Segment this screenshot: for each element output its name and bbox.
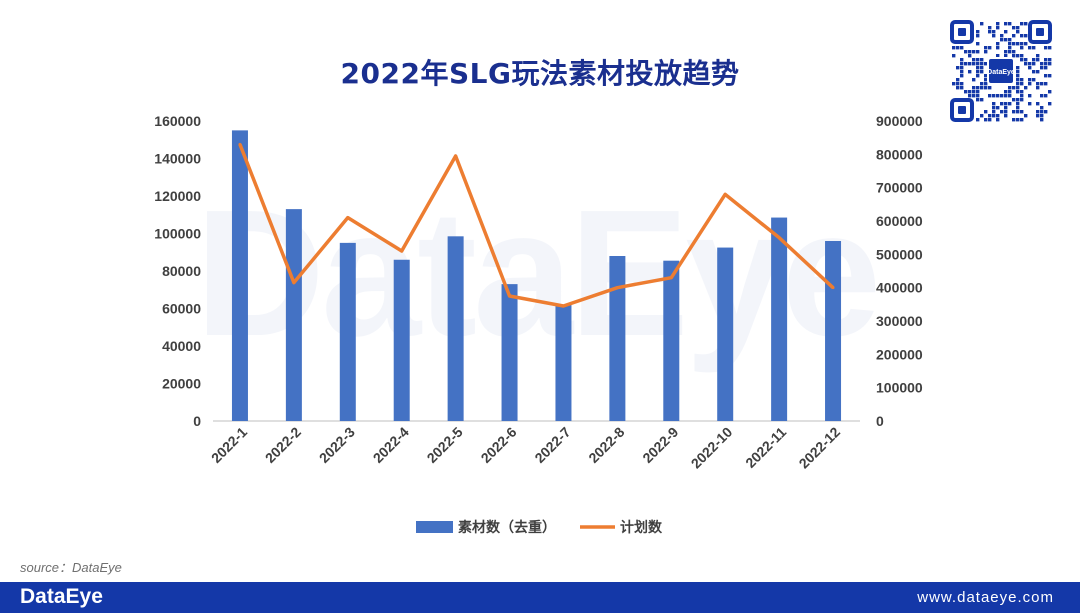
line-point-2022-5 bbox=[454, 154, 458, 158]
qr-code-icon: DataEye bbox=[948, 18, 1054, 124]
y-right-tick-label: 600000 bbox=[876, 213, 923, 229]
y-left-tick-label: 100000 bbox=[154, 226, 201, 242]
y-right-tick-label: 200000 bbox=[876, 346, 923, 362]
y-right-tick-label: 0 bbox=[876, 413, 884, 429]
footer-bar: DataEye www.dataeye.com bbox=[0, 582, 1080, 613]
y-left-tick-label: 160000 bbox=[154, 113, 201, 129]
watermark: DataEye bbox=[195, 173, 881, 374]
y-right-tick-label: 900000 bbox=[876, 113, 923, 129]
y-left-tick-label: 40000 bbox=[162, 338, 201, 354]
y-left-tick-label: 60000 bbox=[162, 301, 201, 317]
bar-2022-9 bbox=[663, 260, 680, 421]
bar-2022-1 bbox=[231, 130, 248, 421]
y-left-tick-label: 0 bbox=[193, 413, 201, 429]
x-tick-label: 2022-6 bbox=[478, 424, 520, 466]
y-right-tick-label: 700000 bbox=[876, 180, 923, 196]
qr-logo-text: DataEye bbox=[987, 69, 1015, 76]
line-series-plan-count bbox=[238, 143, 835, 308]
bar-2022-3 bbox=[339, 242, 356, 421]
y-right-tick-label: 500000 bbox=[876, 246, 923, 262]
line-point-2022-12 bbox=[831, 286, 835, 290]
x-tick-label: 2022-5 bbox=[424, 424, 466, 466]
chart-title: 2022年SLG玩法素材投放趋势 bbox=[340, 57, 740, 90]
bar-2022-12 bbox=[825, 241, 842, 421]
bar-2022-5 bbox=[447, 236, 464, 421]
x-tick-label: 2022-10 bbox=[688, 424, 736, 472]
x-tick-label: 2022-2 bbox=[262, 424, 304, 466]
line-point-2022-2 bbox=[292, 281, 296, 285]
y-left-tick-label: 20000 bbox=[162, 376, 201, 392]
bar-2022-2 bbox=[285, 209, 302, 421]
line-point-2022-9 bbox=[669, 276, 673, 280]
bar-2022-6 bbox=[501, 284, 518, 421]
footer-brand: DataEye bbox=[20, 585, 103, 608]
line-point-2022-11 bbox=[777, 236, 781, 240]
y-left-tick-label: 140000 bbox=[154, 151, 201, 167]
line-point-2022-6 bbox=[508, 294, 512, 298]
bar-2022-8 bbox=[609, 256, 626, 421]
x-tick-label: 2022-4 bbox=[370, 424, 412, 466]
y-right-tick-label: 300000 bbox=[876, 313, 923, 329]
bar-2022-7 bbox=[555, 304, 572, 421]
y-right-tick-label: 100000 bbox=[876, 380, 923, 396]
line-point-2022-4 bbox=[400, 249, 404, 253]
x-tick-label: 2022-1 bbox=[208, 424, 250, 466]
line-point-2022-8 bbox=[615, 286, 619, 290]
footer-url[interactable]: www.dataeye.com bbox=[917, 589, 1054, 606]
x-tick-label: 2022-7 bbox=[531, 424, 573, 466]
legend-bar-label: 素材数（去重） bbox=[458, 519, 556, 536]
x-tick-label: 2022-12 bbox=[796, 424, 844, 472]
source-note: source：DataEye bbox=[20, 560, 122, 575]
bar-2022-4 bbox=[393, 259, 410, 421]
x-tick-label: 2022-3 bbox=[316, 424, 358, 466]
x-tick-label: 2022-11 bbox=[742, 424, 789, 471]
bar-2022-11 bbox=[771, 217, 788, 421]
bar-2022-10 bbox=[717, 247, 734, 421]
legend-bar-swatch bbox=[416, 521, 453, 533]
line-point-2022-7 bbox=[561, 304, 565, 308]
x-tick-label: 2022-9 bbox=[639, 424, 681, 466]
x-tick-label: 2022-8 bbox=[585, 424, 627, 466]
y-right-tick-label: 400000 bbox=[876, 280, 923, 296]
legend-line-label: 计划数 bbox=[620, 519, 663, 536]
line-point-2022-3 bbox=[346, 216, 350, 220]
y-right-tick-label: 800000 bbox=[876, 146, 923, 162]
line-point-2022-1 bbox=[238, 142, 242, 146]
line-point-2022-10 bbox=[723, 192, 727, 196]
y-left-tick-label: 80000 bbox=[162, 263, 201, 279]
y-left-tick-label: 120000 bbox=[154, 188, 201, 204]
